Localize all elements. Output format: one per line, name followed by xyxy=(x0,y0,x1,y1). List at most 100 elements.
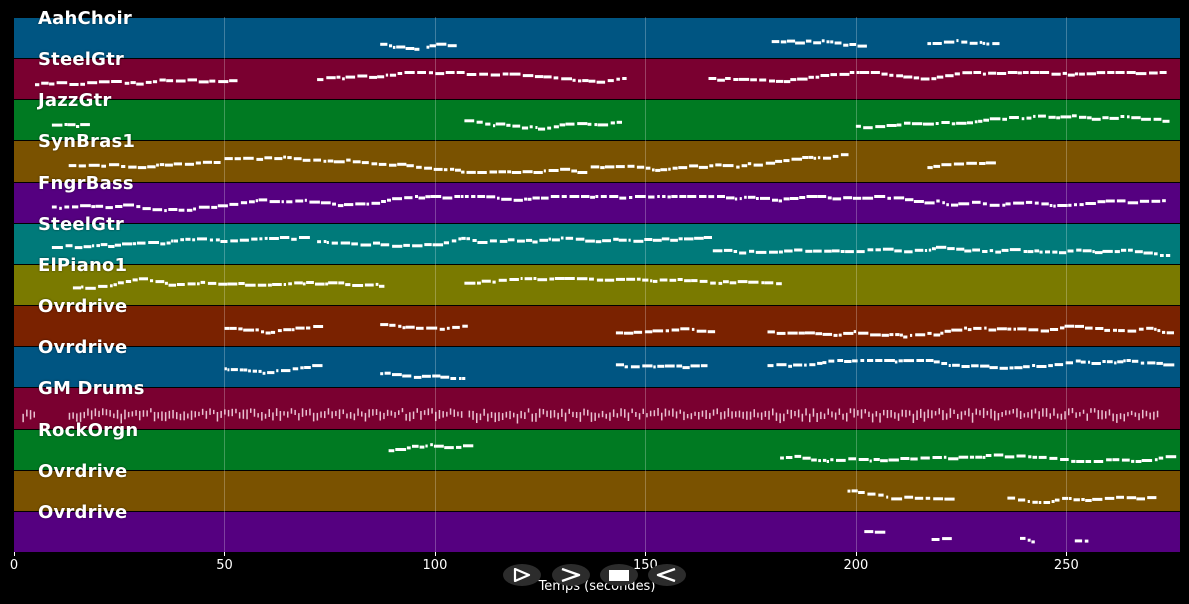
note xyxy=(572,412,574,418)
note xyxy=(124,409,126,420)
note xyxy=(624,409,626,419)
note xyxy=(933,165,941,169)
note xyxy=(903,75,913,79)
note xyxy=(979,162,986,166)
note xyxy=(1049,328,1059,332)
note xyxy=(1120,115,1125,119)
note xyxy=(659,278,668,282)
note xyxy=(239,238,249,242)
x-tick xyxy=(855,552,857,556)
note xyxy=(302,159,311,163)
note xyxy=(543,169,546,173)
back-button[interactable] xyxy=(648,564,686,586)
note xyxy=(238,412,241,419)
note xyxy=(230,326,237,330)
track-label: RockOrgn xyxy=(38,419,139,441)
note xyxy=(320,411,322,419)
note xyxy=(822,332,833,336)
note xyxy=(868,411,870,418)
note xyxy=(712,249,723,253)
note xyxy=(776,363,787,367)
note xyxy=(655,169,661,173)
note xyxy=(927,409,929,419)
note xyxy=(1034,249,1040,253)
note xyxy=(406,164,414,168)
note xyxy=(916,410,918,421)
note xyxy=(525,238,533,242)
note xyxy=(409,412,411,422)
note xyxy=(938,408,940,415)
note xyxy=(264,236,268,240)
note xyxy=(1056,413,1059,419)
note xyxy=(1023,365,1030,369)
note xyxy=(665,329,669,333)
note xyxy=(1139,199,1150,203)
note xyxy=(537,278,548,282)
note xyxy=(317,239,321,243)
note xyxy=(1017,327,1027,331)
next-button[interactable] xyxy=(552,564,590,586)
note xyxy=(139,411,141,421)
note xyxy=(1068,408,1070,416)
stop-button[interactable] xyxy=(600,564,638,586)
note xyxy=(615,165,625,169)
note xyxy=(1036,365,1047,369)
note xyxy=(506,124,511,128)
note xyxy=(340,241,351,245)
note xyxy=(817,194,827,198)
note xyxy=(479,413,482,421)
note xyxy=(85,286,96,290)
note xyxy=(72,286,81,290)
note xyxy=(764,411,767,418)
play-outline-icon xyxy=(513,568,531,582)
note xyxy=(1127,329,1137,333)
note xyxy=(366,202,370,206)
note xyxy=(969,41,978,45)
note xyxy=(394,412,396,419)
note xyxy=(772,198,778,202)
note xyxy=(1121,458,1130,462)
note xyxy=(405,47,415,50)
note xyxy=(694,412,696,417)
note-layer xyxy=(35,71,1167,87)
note xyxy=(1062,72,1067,76)
note xyxy=(982,249,988,253)
note xyxy=(1060,457,1069,461)
note xyxy=(986,42,990,46)
note xyxy=(945,74,954,78)
play-outline-button[interactable] xyxy=(503,564,541,586)
note xyxy=(581,194,590,198)
note xyxy=(302,282,306,286)
track-label: Ovrdrive xyxy=(38,501,128,523)
note xyxy=(615,331,623,335)
grid-line xyxy=(855,17,857,552)
note xyxy=(286,199,293,203)
note xyxy=(405,325,415,329)
note xyxy=(622,77,627,81)
note xyxy=(1048,116,1056,120)
note xyxy=(778,250,783,254)
note xyxy=(889,73,894,77)
note xyxy=(392,196,402,200)
note xyxy=(956,247,965,251)
note xyxy=(249,199,255,203)
note xyxy=(824,249,832,253)
note xyxy=(1127,115,1130,119)
note xyxy=(402,326,406,330)
note xyxy=(1040,329,1049,333)
note xyxy=(194,411,196,418)
note xyxy=(1071,408,1074,414)
note xyxy=(725,77,731,81)
note xyxy=(904,495,914,499)
note xyxy=(156,164,159,168)
note xyxy=(952,363,960,367)
note xyxy=(123,203,134,207)
note xyxy=(844,360,852,364)
note xyxy=(128,166,137,170)
note xyxy=(1008,410,1011,415)
note xyxy=(645,167,651,171)
note xyxy=(936,75,944,79)
note xyxy=(187,413,189,419)
note xyxy=(495,122,506,126)
note xyxy=(742,412,744,420)
